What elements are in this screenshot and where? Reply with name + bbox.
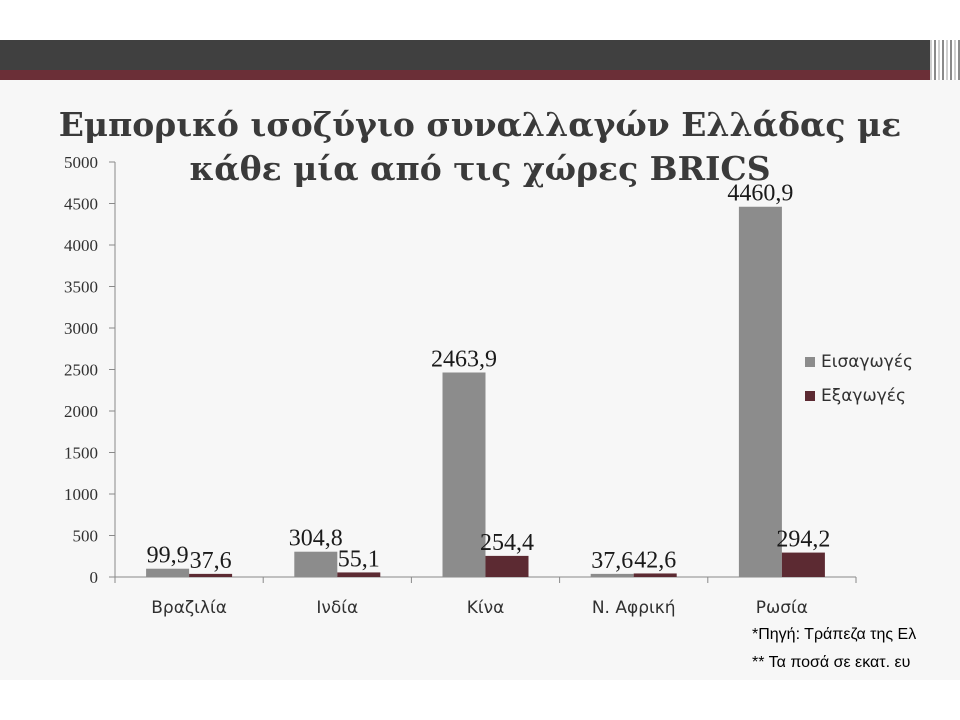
bar-imports bbox=[294, 551, 338, 577]
data-label-exports: 55,1 bbox=[338, 546, 380, 572]
title-line-1: Εμπορικό ισοζύγιο συναλλαγών Ελλάδας με bbox=[58, 105, 902, 144]
y-tick-label: 500 bbox=[73, 527, 99, 546]
title-line-2: κάθε μία από τις χώρες BRICS bbox=[189, 149, 771, 188]
y-tick-label: 5000 bbox=[64, 153, 98, 172]
legend-swatch-exports bbox=[805, 391, 815, 401]
chart-legend: Εισαγωγές Εξαγωγές bbox=[805, 345, 913, 413]
data-label-exports: 254,4 bbox=[480, 530, 534, 556]
bar-imports bbox=[590, 573, 634, 577]
x-tick-label: Κίνα bbox=[467, 598, 505, 618]
x-tick-label: Βραζιλία bbox=[151, 598, 227, 618]
y-tick-label: 1000 bbox=[64, 485, 98, 504]
bar-imports bbox=[146, 568, 190, 577]
source-footnote: *Πηγή: Τράπεζα της Ελ bbox=[752, 626, 917, 643]
units-footnote: ** Τα ποσά σε εκατ. ευ bbox=[752, 654, 911, 671]
header-accent-bar bbox=[0, 70, 940, 80]
data-label-exports: 294,2 bbox=[776, 527, 830, 553]
legend-item-imports: Εισαγωγές bbox=[805, 345, 913, 379]
y-tick-label: 3000 bbox=[64, 319, 98, 338]
bar-imports bbox=[738, 206, 782, 577]
legend-item-exports: Εξαγωγές bbox=[805, 379, 913, 413]
data-label-imports: 304,8 bbox=[289, 526, 343, 552]
bar-imports bbox=[442, 372, 486, 577]
slide-title: Εμπορικό ισοζύγιο συναλλαγών Ελλάδας με … bbox=[0, 103, 960, 191]
legend-label-exports: Εξαγωγές bbox=[821, 386, 906, 406]
y-tick-label: 2000 bbox=[64, 402, 98, 421]
data-label-imports: 4460,9 bbox=[727, 181, 793, 207]
x-tick-label: Ν. Αφρική bbox=[592, 598, 676, 618]
y-tick-label: 4000 bbox=[64, 236, 98, 255]
data-label-imports: 99,9 bbox=[147, 543, 189, 569]
legend-swatch-imports bbox=[805, 357, 815, 367]
bar-exports bbox=[337, 572, 381, 577]
bar-exports bbox=[633, 573, 677, 577]
y-tick-label: 2500 bbox=[64, 361, 98, 380]
y-tick-label: 3500 bbox=[64, 278, 98, 297]
data-label-imports: 2463,9 bbox=[431, 346, 497, 372]
data-label-exports: 42,6 bbox=[634, 547, 676, 573]
x-tick-label: Ρωσία bbox=[756, 598, 808, 618]
y-tick-label: 4500 bbox=[64, 195, 98, 214]
bar-exports bbox=[781, 552, 825, 577]
legend-label-imports: Εισαγωγές bbox=[821, 352, 913, 372]
data-label-imports: 37,6 bbox=[591, 548, 633, 574]
bar-exports bbox=[485, 555, 529, 577]
bar-exports bbox=[189, 573, 233, 577]
y-tick-label: 1500 bbox=[64, 444, 98, 463]
y-tick-label: 0 bbox=[90, 568, 99, 587]
header-bar bbox=[0, 40, 940, 70]
data-label-exports: 37,6 bbox=[190, 548, 232, 574]
x-tick-label: Ινδία bbox=[316, 598, 358, 618]
